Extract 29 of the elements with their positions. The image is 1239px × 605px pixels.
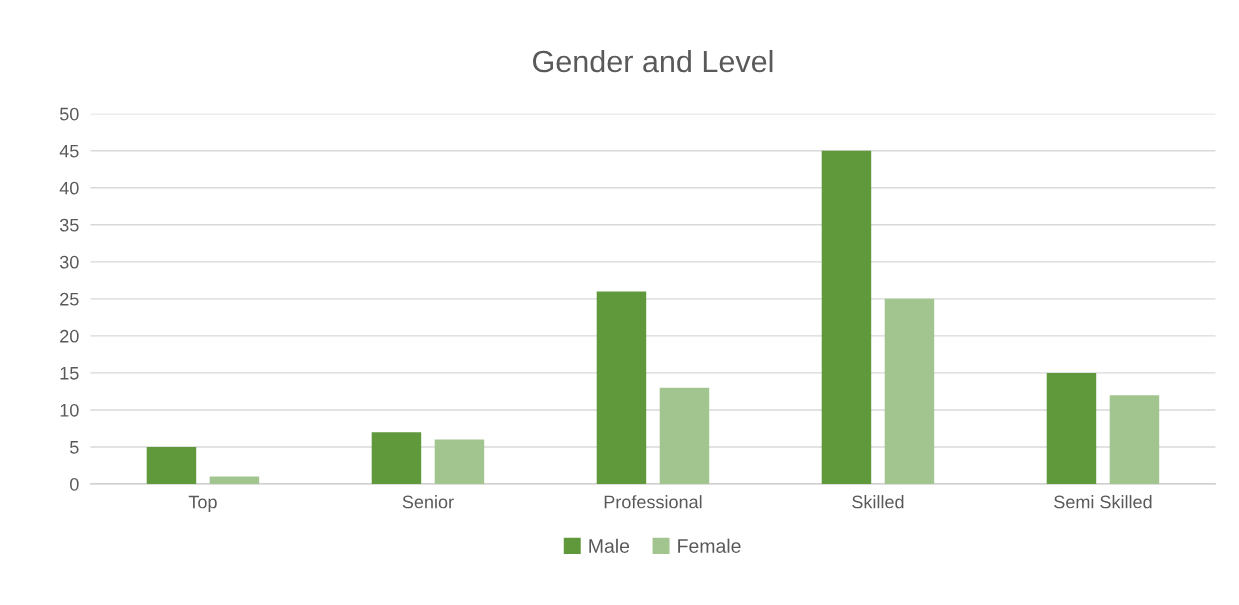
bar: [821, 150, 872, 484]
y-tick-label: 15: [60, 367, 79, 380]
legend-label: Male: [589, 538, 630, 553]
y-tick-label: 35: [59, 218, 79, 232]
y-tick-label: 20: [60, 329, 79, 343]
y-tick-label: 5: [70, 441, 79, 454]
y-tick-label: 45: [59, 144, 79, 158]
x-tick-label: Top: [188, 495, 217, 512]
bar: [209, 476, 260, 484]
bar: [596, 291, 647, 484]
x-tick-label: Senior: [402, 495, 454, 509]
y-tick-label: 10: [60, 403, 79, 417]
x-tick-label: Skilled: [852, 495, 904, 509]
y-tick-label: 40: [59, 181, 79, 195]
y-tick-label: 30: [59, 255, 79, 269]
bar: [434, 439, 485, 484]
x-tick-label: Professional: [604, 495, 702, 509]
bar: [884, 298, 935, 484]
bar: [1109, 395, 1160, 484]
y-tick-label: 25: [60, 292, 79, 306]
x-tick-label: Semi Skilled: [1054, 495, 1152, 509]
y-tick-label: 0: [70, 477, 79, 491]
chart-title: Gender and Level: [533, 49, 773, 73]
legend-label: Female: [678, 538, 741, 553]
bar: [1046, 372, 1097, 484]
bar: [659, 387, 710, 484]
bar: [371, 432, 422, 484]
bar: [146, 446, 197, 484]
y-tick-label: 50: [59, 107, 79, 121]
